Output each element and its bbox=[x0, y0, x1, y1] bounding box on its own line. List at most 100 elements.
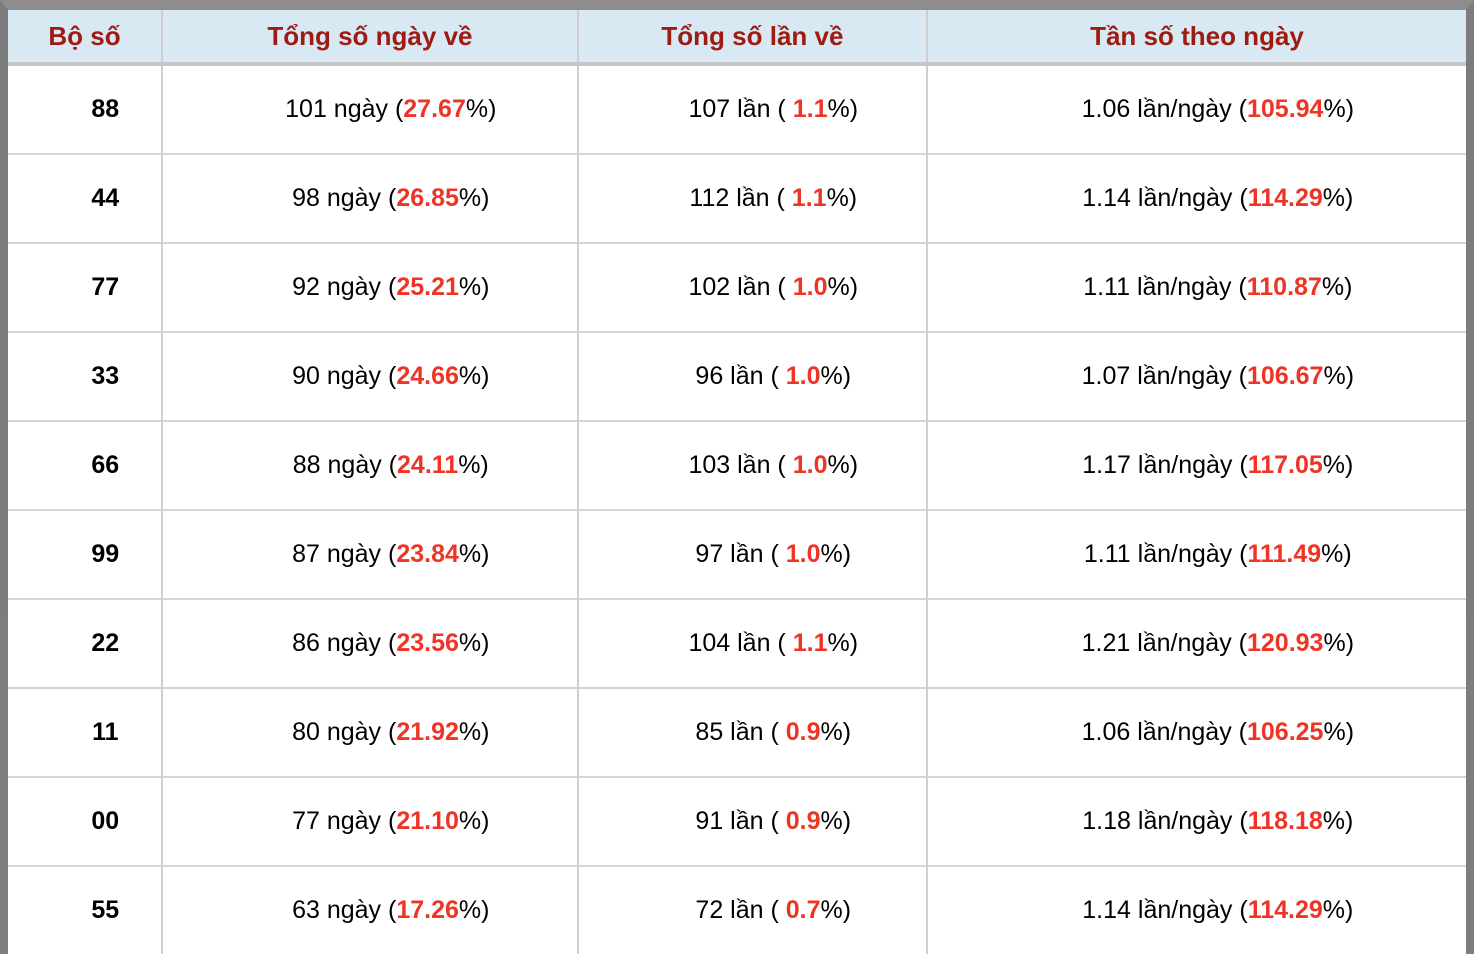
pair-value: 11 bbox=[92, 718, 119, 746]
pair-value: 88 bbox=[91, 95, 120, 123]
freq-text: 1.14 lần/ngày ( bbox=[1082, 184, 1248, 212]
freq-percent: 106.25 bbox=[1247, 718, 1324, 746]
days-text: 90 ngày ( bbox=[292, 362, 397, 390]
freq-cell: 1.11 lần/ngày (110.87%) bbox=[925, 242, 1466, 332]
days-percent: 21.92 bbox=[396, 718, 459, 746]
freq-cell: 1.06 lần/ngày (105.94%) bbox=[925, 64, 1466, 154]
freq-percent: 110.87 bbox=[1246, 273, 1322, 301]
days-text-end: %) bbox=[458, 273, 490, 301]
table-header: Bộ số Tổng số ngày về Tổng số lần về Tần… bbox=[8, 10, 1466, 66]
days-text: 63 ngày ( bbox=[292, 896, 397, 924]
freq-text: 1.11 lần/ngày ( bbox=[1083, 540, 1248, 568]
times-percent: 1.0 bbox=[785, 540, 821, 568]
pair-cell: 99 bbox=[8, 509, 162, 599]
days-cell: 87 ngày (23.84%) bbox=[160, 509, 578, 599]
times-cell: 102 lần ( 1.0%) bbox=[576, 242, 927, 332]
times-cell: 103 lần ( 1.0%) bbox=[576, 420, 927, 510]
days-text: 80 ngày ( bbox=[292, 718, 397, 746]
pair-cell: 44 bbox=[8, 153, 162, 243]
freq-percent: 118.18 bbox=[1247, 807, 1323, 835]
days-cell: 92 ngày (25.21%) bbox=[160, 242, 578, 332]
days-text-end: %) bbox=[458, 184, 490, 212]
freq-text: 1.11 lần/ngày ( bbox=[1083, 273, 1247, 301]
pair-value: 99 bbox=[91, 540, 120, 568]
days-cell: 77 ngày (21.10%) bbox=[160, 776, 578, 866]
days-percent: 24.11 bbox=[397, 451, 459, 479]
days-percent: 24.66 bbox=[396, 362, 459, 390]
times-text: 96 lần ( bbox=[695, 362, 786, 390]
days-cell: 63 ngày (17.26%) bbox=[160, 865, 578, 954]
days-percent: 17.26 bbox=[396, 896, 459, 924]
days-text: 88 ngày ( bbox=[292, 451, 398, 479]
freq-cell: 1.14 lần/ngày (114.29%) bbox=[925, 865, 1466, 954]
freq-cell: 1.11 lần/ngày (111.49%) bbox=[925, 509, 1466, 599]
pair-cell: 22 bbox=[8, 598, 162, 688]
freq-text: 1.07 lần/ngày ( bbox=[1081, 362, 1247, 390]
header-cell-days: Tổng số ngày về bbox=[160, 10, 578, 66]
days-cell: 101 ngày (27.67%) bbox=[160, 64, 578, 154]
pair-value: 33 bbox=[91, 362, 120, 390]
days-cell: 86 ngày (23.56%) bbox=[160, 598, 578, 688]
times-text-end: %) bbox=[827, 95, 859, 123]
days-cell: 88 ngày (24.11%) bbox=[160, 420, 578, 510]
freq-text-end: %) bbox=[1321, 273, 1353, 301]
pair-cell: 11 bbox=[8, 687, 162, 777]
freq-text-end: %) bbox=[1323, 95, 1355, 123]
freq-cell: 1.14 lần/ngày (114.29%) bbox=[925, 153, 1466, 243]
table-row: 33 90 ngày (24.66%) 96 lần ( 1.0%) 1.07 … bbox=[8, 331, 1466, 421]
table-row: 55 63 ngày (17.26%) 72 lần ( 0.7%) 1.14 … bbox=[8, 865, 1466, 954]
times-cell: 72 lần ( 0.7%) bbox=[576, 865, 927, 954]
days-text: 101 ngày ( bbox=[285, 95, 404, 123]
pair-cell: 66 bbox=[8, 420, 162, 510]
days-percent: 23.84 bbox=[396, 540, 459, 568]
pair-cell: 55 bbox=[8, 865, 162, 954]
table-row: 11 80 ngày (21.92%) 85 lần ( 0.9%) 1.06 … bbox=[8, 687, 1466, 777]
days-text-end: %) bbox=[465, 95, 497, 123]
table-row: 22 86 ngày (23.56%) 104 lần ( 1.1%) 1.21… bbox=[8, 598, 1466, 688]
pair-value: 00 bbox=[91, 807, 120, 835]
header-cell-times: Tổng số lần về bbox=[576, 10, 927, 66]
times-cell: 97 lần ( 1.0%) bbox=[576, 509, 927, 599]
freq-percent: 105.94 bbox=[1247, 95, 1324, 123]
pair-cell: 33 bbox=[8, 331, 162, 421]
days-text-end: %) bbox=[458, 540, 490, 568]
freq-text: 1.18 lần/ngày ( bbox=[1082, 807, 1248, 835]
freq-percent: 114.29 bbox=[1247, 184, 1323, 212]
table-row: 99 87 ngày (23.84%) 97 lần ( 1.0%) 1.11 … bbox=[8, 509, 1466, 599]
freq-percent: 120.93 bbox=[1247, 629, 1324, 657]
table-row: 44 98 ngày (26.85%) 112 lần ( 1.1%) 1.14… bbox=[8, 153, 1466, 243]
pair-value: 66 bbox=[91, 451, 120, 479]
freq-text: 1.06 lần/ngày ( bbox=[1081, 95, 1247, 123]
times-text-end: %) bbox=[827, 451, 859, 479]
freq-percent: 114.29 bbox=[1247, 896, 1323, 924]
times-percent: 0.7 bbox=[785, 896, 821, 924]
times-text: 72 lần ( bbox=[695, 896, 786, 924]
times-percent: 1.0 bbox=[785, 362, 821, 390]
freq-text-end: %) bbox=[1322, 451, 1354, 479]
days-cell: 80 ngày (21.92%) bbox=[160, 687, 578, 777]
pairs-frequency-table: Bộ số Tổng số ngày về Tổng số lần về Tần… bbox=[8, 10, 1466, 954]
times-text: 102 lần ( bbox=[688, 273, 793, 301]
pair-cell: 00 bbox=[8, 776, 162, 866]
days-text: 98 ngày ( bbox=[292, 184, 397, 212]
times-text: 104 lần ( bbox=[688, 629, 793, 657]
days-text-end: %) bbox=[458, 718, 490, 746]
times-text: 112 lần ( bbox=[689, 184, 792, 212]
times-text: 85 lần ( bbox=[695, 718, 786, 746]
freq-cell: 1.06 lần/ngày (106.25%) bbox=[925, 687, 1466, 777]
freq-text: 1.17 lần/ngày ( bbox=[1082, 451, 1248, 479]
times-text-end: %) bbox=[827, 629, 859, 657]
days-text: 86 ngày ( bbox=[292, 629, 397, 657]
table-body: 88 101 ngày (27.67%) 107 lần ( 1.1%) 1.0… bbox=[8, 64, 1466, 954]
freq-cell: 1.18 lần/ngày (118.18%) bbox=[925, 776, 1466, 866]
times-cell: 96 lần ( 1.0%) bbox=[576, 331, 927, 421]
times-text-end: %) bbox=[826, 184, 858, 212]
freq-percent: 117.05 bbox=[1247, 451, 1323, 479]
freq-cell: 1.17 lần/ngày (117.05%) bbox=[925, 420, 1466, 510]
pair-cell: 77 bbox=[8, 242, 162, 332]
days-percent: 25.21 bbox=[396, 273, 459, 301]
times-text-end: %) bbox=[820, 807, 852, 835]
days-text: 77 ngày ( bbox=[292, 807, 397, 835]
header-cell-freq: Tần số theo ngày bbox=[925, 10, 1466, 66]
table-row: 66 88 ngày (24.11%) 103 lần ( 1.0%) 1.17… bbox=[8, 420, 1466, 510]
